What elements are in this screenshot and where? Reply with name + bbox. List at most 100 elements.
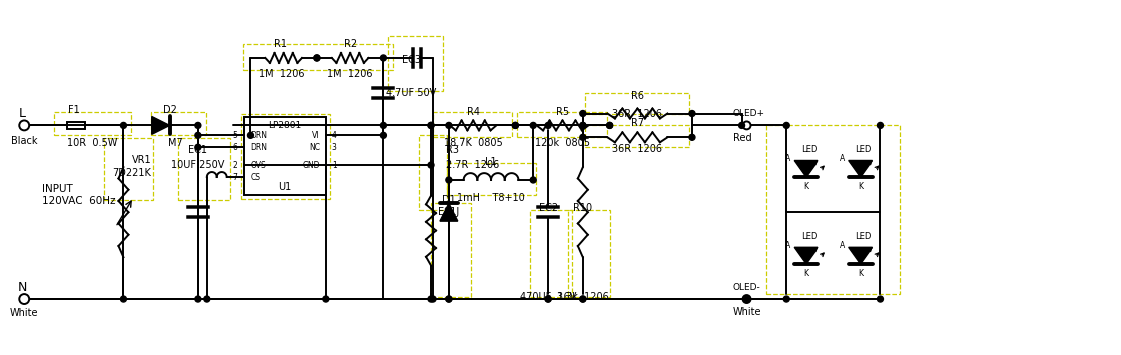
Text: L1: L1 xyxy=(485,157,497,167)
Text: EC3: EC3 xyxy=(401,55,420,65)
Text: LP2801: LP2801 xyxy=(269,121,302,130)
Circle shape xyxy=(743,296,750,302)
Circle shape xyxy=(530,177,536,183)
Text: K: K xyxy=(859,269,863,278)
Text: R7: R7 xyxy=(631,119,643,129)
Text: 1: 1 xyxy=(332,160,336,170)
Circle shape xyxy=(428,296,434,302)
Text: 2: 2 xyxy=(233,160,238,170)
Text: OVS: OVS xyxy=(250,160,266,170)
Polygon shape xyxy=(439,203,457,221)
Text: White: White xyxy=(733,307,761,317)
Circle shape xyxy=(204,296,210,302)
Circle shape xyxy=(580,134,586,140)
Text: 3: 3 xyxy=(332,143,336,152)
Circle shape xyxy=(380,55,387,61)
Circle shape xyxy=(580,296,586,302)
Circle shape xyxy=(580,122,586,129)
Text: 3.3k  1206: 3.3k 1206 xyxy=(557,292,609,302)
Text: 10R  0.5W: 10R 0.5W xyxy=(66,138,117,148)
Polygon shape xyxy=(794,160,818,177)
Text: Black: Black xyxy=(11,136,37,146)
Bar xyxy=(244,118,326,195)
Bar xyxy=(530,210,572,297)
Text: 1M  1206: 1M 1206 xyxy=(259,69,305,79)
Circle shape xyxy=(580,122,586,129)
Circle shape xyxy=(512,122,518,129)
Circle shape xyxy=(545,296,552,302)
Bar xyxy=(568,210,610,297)
Bar xyxy=(433,111,512,137)
Polygon shape xyxy=(151,116,169,134)
Bar xyxy=(430,203,471,297)
Circle shape xyxy=(195,296,201,302)
Text: 4: 4 xyxy=(332,131,336,140)
Text: 1M  1206: 1M 1206 xyxy=(327,69,372,79)
Circle shape xyxy=(446,122,452,129)
Text: White: White xyxy=(10,308,38,318)
Text: OLED+: OLED+ xyxy=(733,109,765,118)
Text: R3: R3 xyxy=(446,145,458,155)
Text: NC: NC xyxy=(309,143,319,152)
Text: A: A xyxy=(785,154,790,163)
Text: 6: 6 xyxy=(233,143,238,152)
Circle shape xyxy=(314,55,319,61)
Text: 18.7K  0805: 18.7K 0805 xyxy=(444,138,502,148)
Circle shape xyxy=(606,122,612,129)
Text: U1: U1 xyxy=(278,182,291,192)
Bar xyxy=(419,135,447,210)
Circle shape xyxy=(19,294,29,304)
Polygon shape xyxy=(794,247,818,264)
Text: ES1J: ES1J xyxy=(438,207,460,217)
Bar xyxy=(767,125,900,294)
Circle shape xyxy=(446,296,452,302)
Text: LED: LED xyxy=(855,232,872,241)
Circle shape xyxy=(380,132,387,138)
Text: DRN: DRN xyxy=(250,143,268,152)
Text: R10: R10 xyxy=(573,203,592,213)
Text: 7D221K: 7D221K xyxy=(112,168,151,178)
Text: 7: 7 xyxy=(233,173,238,181)
Circle shape xyxy=(430,296,436,302)
Text: INPUT
120VAC  60Hz: INPUT 120VAC 60Hz xyxy=(43,184,115,206)
Text: R5: R5 xyxy=(556,106,569,116)
Circle shape xyxy=(878,122,883,129)
Circle shape xyxy=(739,122,744,129)
Text: 36R  1206: 36R 1206 xyxy=(612,144,663,154)
Bar xyxy=(54,111,131,135)
Polygon shape xyxy=(849,160,872,177)
Circle shape xyxy=(580,110,586,116)
Bar xyxy=(178,138,230,200)
Text: R6: R6 xyxy=(631,91,643,101)
Bar xyxy=(585,93,689,115)
Text: 36R  1206: 36R 1206 xyxy=(612,109,663,120)
Text: 1mH    T8+10: 1mH T8+10 xyxy=(457,193,525,203)
Circle shape xyxy=(323,296,328,302)
Text: EC1: EC1 xyxy=(188,145,207,155)
Text: DRN: DRN xyxy=(250,131,268,140)
Circle shape xyxy=(446,177,452,183)
Bar xyxy=(517,111,606,137)
Text: N: N xyxy=(18,281,27,294)
Text: D2: D2 xyxy=(164,104,177,115)
Circle shape xyxy=(545,296,552,302)
Circle shape xyxy=(428,122,434,129)
Bar xyxy=(242,44,393,70)
Circle shape xyxy=(606,122,612,129)
Text: 5: 5 xyxy=(233,131,238,140)
Text: A: A xyxy=(785,241,790,250)
Bar xyxy=(241,114,330,199)
Circle shape xyxy=(380,122,387,129)
Circle shape xyxy=(195,132,201,138)
Circle shape xyxy=(878,296,883,302)
Circle shape xyxy=(784,296,789,302)
Text: D1: D1 xyxy=(442,195,456,205)
Circle shape xyxy=(248,132,253,138)
Circle shape xyxy=(689,110,695,116)
Circle shape xyxy=(742,121,750,129)
Text: LED: LED xyxy=(800,232,817,241)
Circle shape xyxy=(195,122,201,129)
Circle shape xyxy=(428,122,434,129)
Text: LED: LED xyxy=(855,146,872,154)
Text: K: K xyxy=(804,182,808,191)
